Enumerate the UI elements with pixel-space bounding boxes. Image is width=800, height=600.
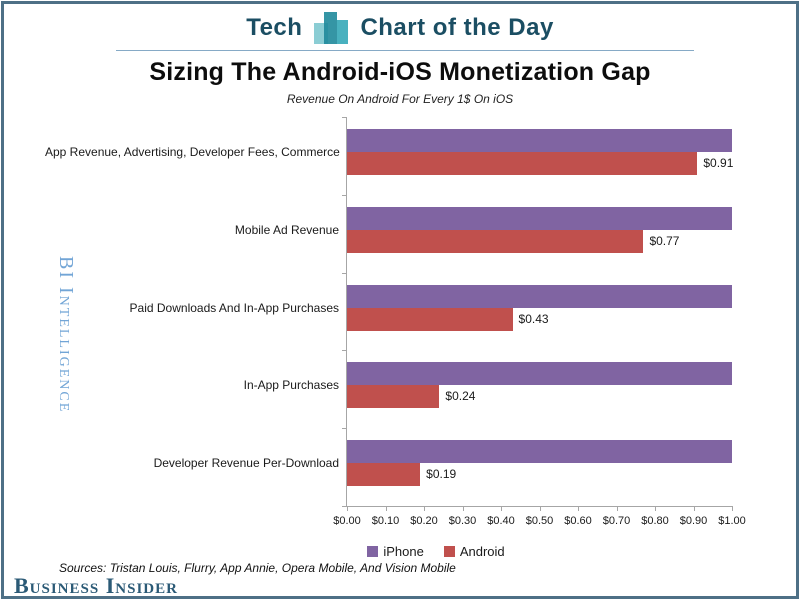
- y-axis-tick: [342, 272, 347, 274]
- android-bar: [347, 463, 421, 487]
- x-axis-tick: [578, 506, 579, 511]
- chart-title: Sizing The Android-iOS Monetization Gap: [149, 58, 651, 86]
- x-axis-tick: [501, 506, 502, 511]
- android-value-label: $0.91: [703, 156, 734, 170]
- masthead-title: Chart of the Day: [360, 14, 554, 41]
- bar-chart-logo-icon: [314, 12, 349, 44]
- category-label: App Revenue, Advertising, Developer Fees…: [45, 145, 340, 159]
- x-axis-tick: [693, 506, 695, 511]
- x-axis-tick-label: $0.60: [564, 515, 592, 527]
- x-axis-tick-label: $0.50: [525, 515, 554, 527]
- bar-chart-plot-area: $0.91 App Revenue, Advertising, Developer…: [45, 117, 746, 527]
- y-axis-tick: [342, 428, 347, 430]
- legend-label: Android: [459, 544, 505, 559]
- masthead: Tech Chart of the Day: [4, 12, 796, 44]
- header-divider: [116, 50, 694, 51]
- x-axis-tick: [732, 506, 733, 511]
- x-axis-tick: [462, 506, 464, 511]
- x-axis-tick: [347, 506, 348, 511]
- x-axis-tick-label: $0.20: [410, 515, 438, 527]
- android-bar: [347, 152, 698, 175]
- legend-label: iPhone: [383, 544, 424, 559]
- android-bar: [347, 229, 644, 253]
- iphone-bar: [347, 284, 732, 308]
- category-label: Mobile Ad Revenue: [234, 222, 339, 237]
- y-axis-tick: [342, 194, 347, 196]
- category-label: Developer Revenue Per-Download: [153, 456, 339, 471]
- android-bar: [347, 385, 440, 409]
- legend-swatch-iphone: [367, 546, 379, 557]
- android-value-label: $0.19: [426, 467, 457, 482]
- x-axis-tick-label: $0.70: [602, 515, 631, 527]
- chart-subtitle: Revenue On Android For Every 1$ On iOS: [286, 92, 514, 106]
- x-axis-tick: [655, 506, 656, 511]
- masthead-tech-label: Tech: [246, 14, 303, 41]
- x-axis-tick-label: $0.80: [641, 515, 669, 527]
- android-value-label: $0.43: [518, 311, 549, 326]
- x-axis-tick: [424, 506, 425, 511]
- legend-swatch-android: [443, 546, 455, 557]
- x-axis-tick-label: $1.00: [718, 515, 746, 527]
- iphone-bar: [347, 362, 732, 386]
- business-insider-logo: Business Insider: [14, 573, 178, 598]
- android-value-label: $0.77: [649, 233, 680, 248]
- x-axis-tick: [385, 506, 387, 511]
- category-label: Paid Downloads And In-App Purchases: [129, 300, 339, 315]
- chart-legend: iPhone Android: [346, 544, 526, 559]
- bi-intelligence-watermark: BI Intelligence: [55, 256, 77, 414]
- x-axis-tick: [539, 506, 541, 511]
- y-axis-tick: [342, 506, 347, 507]
- sources-note: Sources: Tristan Louis, Flurry, App Anni…: [59, 561, 456, 575]
- iphone-bar: [347, 206, 732, 230]
- y-axis-tick: [342, 117, 347, 118]
- x-axis-tick-label: $0.10: [371, 515, 400, 527]
- iphone-bar: [347, 440, 732, 464]
- x-axis-tick: [616, 506, 618, 511]
- iphone-bar: [347, 129, 732, 152]
- x-axis-tick-label: $0.00: [333, 515, 361, 527]
- android-bar: [347, 307, 513, 331]
- legend-item-android: Android: [443, 544, 505, 559]
- category-label: In-App Purchases: [243, 378, 339, 393]
- y-axis-tick: [342, 350, 347, 352]
- x-axis-tick-label: $0.90: [679, 515, 708, 527]
- x-axis-tick-label: $0.40: [487, 515, 515, 527]
- x-axis-tick-label: $0.30: [448, 515, 477, 527]
- android-value-label: $0.24: [445, 389, 476, 404]
- legend-item-iphone: iPhone: [367, 544, 424, 559]
